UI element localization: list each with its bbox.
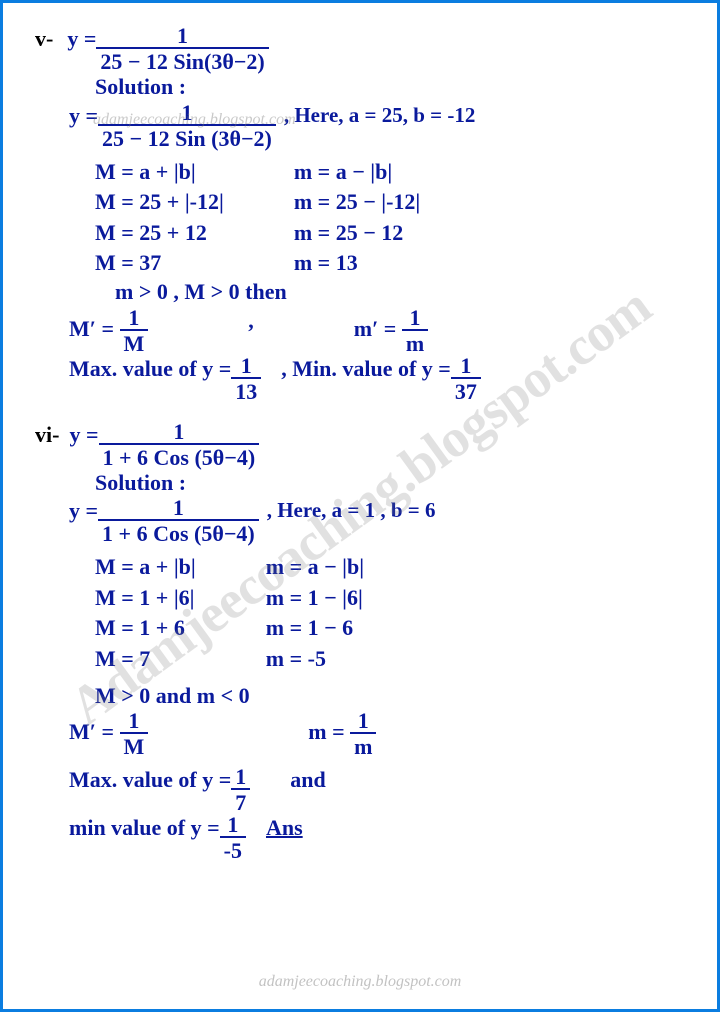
solution-label-v: Solution : bbox=[95, 73, 685, 102]
problem-v-heading: v- y = 1 25 − 12 Sin(3θ−2) bbox=[35, 25, 685, 73]
ans-label: Ans bbox=[266, 814, 303, 843]
watermark-bottom: adamjeecoaching.blogspot.com bbox=[259, 973, 462, 991]
left-col-v: M = a + |b| M = 25 + |-12| M = 25 + 12 M… bbox=[95, 158, 224, 278]
solution-label-vi: Solution : bbox=[95, 469, 685, 498]
restate-vi: y = 1 1 + 6 Cos (5θ−4) , Here, a = 1 , b… bbox=[69, 497, 685, 545]
restate-v: y = 1 25 − 12 Sin (3θ−2) , Here, a = 25,… bbox=[69, 102, 685, 150]
bullet-vi: vi- bbox=[35, 421, 59, 450]
cond-vi: M > 0 and m < 0 bbox=[95, 682, 685, 711]
right-col-v: m = a − |b| m = 25 − |-12| m = 25 − 12 m… bbox=[294, 158, 420, 278]
fraction-main-v: 1 25 − 12 Sin(3θ−2) bbox=[96, 25, 268, 73]
maxmin-v: Max. value of y = 113 , Min. value of y … bbox=[69, 355, 685, 403]
right-col-vi: m = a − |b| m = 1 − |6| m = 1 − 6 m = -5 bbox=[266, 553, 364, 673]
y-label: y = bbox=[67, 25, 96, 54]
page-border: Adamjeecoaching.blogspot.com adamjeecoac… bbox=[0, 0, 720, 1012]
columns-v: M = a + |b| M = 25 + |-12| M = 25 + 12 M… bbox=[95, 158, 685, 278]
fraction-main-vi: 1 1 + 6 Cos (5θ−4) bbox=[99, 421, 260, 469]
here-vi: , Here, a = 1 , b = 6 bbox=[267, 497, 436, 524]
cond-v: m > 0 , M > 0 then bbox=[115, 278, 685, 307]
max-vi: Max. value of y = 17 and bbox=[69, 766, 685, 814]
columns-vi: M = a + |b| M = 1 + |6| M = 1 + 6 M = 7 … bbox=[95, 553, 685, 673]
mprime-row-vi: M′ = 1M m = 1m bbox=[69, 710, 685, 758]
left-col-vi: M = a + |b| M = 1 + |6| M = 1 + 6 M = 7 bbox=[95, 553, 196, 673]
here-v: , Here, a = 25, b = -12 bbox=[284, 102, 476, 129]
min-vi: min value of y = 1-5 Ans bbox=[69, 814, 685, 862]
bullet-v: v- bbox=[35, 25, 53, 54]
problem-vi-heading: vi- y = 1 1 + 6 Cos (5θ−4) bbox=[35, 421, 685, 469]
mprime-row-v: M′ = 1M , m′ = 1m bbox=[69, 307, 685, 355]
